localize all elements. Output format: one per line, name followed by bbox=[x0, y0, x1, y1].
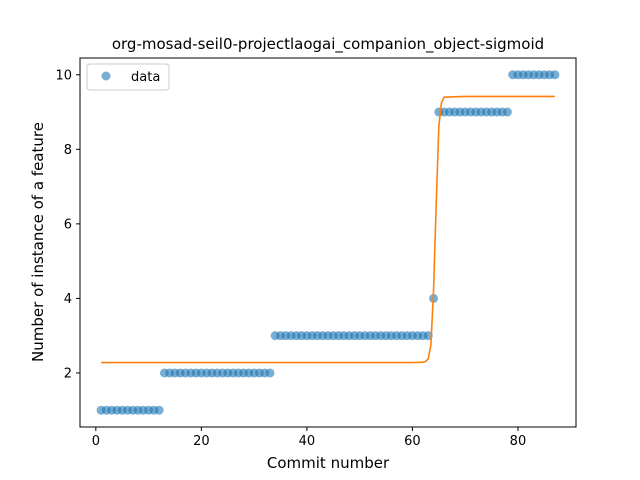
y-axis: 2 4 6 8 10 bbox=[55, 68, 80, 381]
data-point bbox=[550, 70, 560, 80]
data-point bbox=[154, 405, 164, 415]
x-axis: 0 20 40 60 80 bbox=[92, 427, 527, 449]
x-tick-label: 20 bbox=[193, 434, 210, 449]
y-tick-label: 2 bbox=[64, 366, 72, 381]
y-tick-label: 6 bbox=[64, 217, 72, 232]
data-point bbox=[265, 368, 275, 378]
x-tick-label: 0 bbox=[92, 434, 100, 449]
y-tick-label: 8 bbox=[64, 143, 72, 158]
y-tick-label: 4 bbox=[64, 292, 72, 307]
x-axis-label: Commit number bbox=[267, 454, 390, 472]
y-tick-label: 10 bbox=[55, 68, 72, 83]
y-axis-label: Number of instance of a feature bbox=[29, 122, 47, 362]
plot-area bbox=[96, 70, 560, 415]
chart-title: org-mosad-seil0-projectlaogai_companion_… bbox=[112, 35, 544, 54]
x-tick-label: 60 bbox=[404, 434, 421, 449]
legend-box bbox=[86, 63, 170, 91]
legend-label-data: data bbox=[131, 70, 160, 85]
legend-marker-data bbox=[101, 71, 111, 81]
x-tick-label: 80 bbox=[510, 434, 527, 449]
sigmoid-fit-line bbox=[101, 95, 555, 364]
data-point bbox=[502, 107, 512, 117]
axes-frame bbox=[79, 57, 577, 428]
x-tick-label: 40 bbox=[299, 434, 316, 449]
legend: data bbox=[86, 63, 170, 91]
